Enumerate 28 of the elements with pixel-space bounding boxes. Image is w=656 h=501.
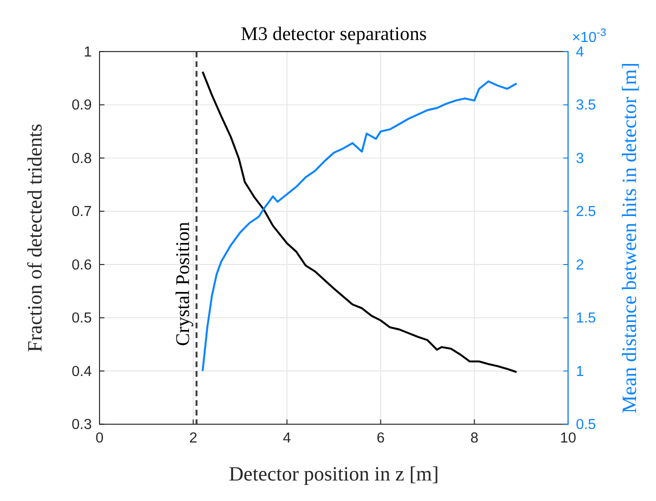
y2-tick-label: 3.5 [576, 98, 596, 114]
y-tick-label: 0.3 [72, 417, 92, 434]
x-tick-label: 10 [560, 430, 576, 447]
y-axis-title: Fraction of detected tridents [24, 124, 46, 352]
x-tick-label: 0 [96, 430, 104, 447]
y2-tick-label: 1 [576, 364, 584, 380]
y2-tick-label: 4 [576, 44, 584, 60]
x-tick-label: 4 [282, 430, 291, 447]
y2-tick-label: 1.5 [576, 310, 596, 327]
y-tick-label: 0.8 [72, 150, 92, 167]
text: ×10$^{-3}$ [572, 26, 606, 46]
y-tick-label: 1 [84, 44, 92, 60]
y-tick-label: 0.6 [72, 257, 92, 274]
y-tick-label: 0.7 [72, 204, 92, 220]
x-tick-label: 6 [376, 430, 385, 447]
x-axis-title: Detector position in z [m] [228, 463, 439, 486]
x-tick-label: 2 [189, 430, 198, 447]
x-tick-label: 8 [470, 430, 478, 447]
y2-tick-label: 2.5 [576, 204, 596, 220]
y-tick-label: 0.4 [72, 364, 92, 380]
y2-axis-title: Mean distance between hits in detector [m] [618, 62, 641, 414]
y2-tick-label: 2 [576, 257, 584, 274]
chart-title: M3 detector separations [240, 24, 427, 45]
y2-tick-label: 3 [576, 150, 584, 167]
y-tick-label: 0.9 [72, 98, 92, 114]
ref-line-label: Crystal Position [172, 221, 194, 346]
y-tick-label: 0.5 [72, 310, 92, 327]
y2-tick-label: 0.5 [576, 417, 596, 434]
